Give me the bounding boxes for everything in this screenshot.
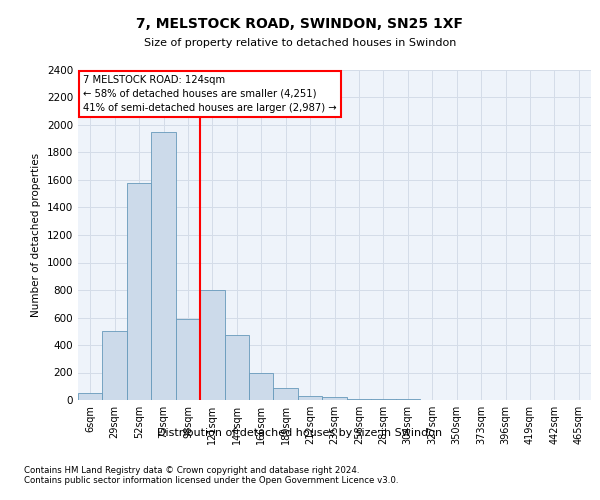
Bar <box>103 331 127 400</box>
Bar <box>322 396 347 400</box>
Text: 7, MELSTOCK ROAD, SWINDON, SN25 1XF: 7, MELSTOCK ROAD, SWINDON, SN25 1XF <box>137 18 464 32</box>
Bar <box>224 336 249 400</box>
Bar <box>274 388 298 400</box>
Bar <box>151 132 176 400</box>
Bar <box>200 290 224 400</box>
Bar <box>298 396 322 400</box>
Y-axis label: Number of detached properties: Number of detached properties <box>31 153 41 317</box>
Text: Distribution of detached houses by size in Swindon: Distribution of detached houses by size … <box>157 428 443 438</box>
Text: Contains public sector information licensed under the Open Government Licence v3: Contains public sector information licen… <box>24 476 398 485</box>
Bar <box>127 182 151 400</box>
Text: Size of property relative to detached houses in Swindon: Size of property relative to detached ho… <box>144 38 456 48</box>
Bar <box>176 319 200 400</box>
Text: 7 MELSTOCK ROAD: 124sqm
← 58% of detached houses are smaller (4,251)
41% of semi: 7 MELSTOCK ROAD: 124sqm ← 58% of detache… <box>83 75 337 113</box>
Bar <box>249 372 274 400</box>
Bar <box>78 393 103 400</box>
Text: Contains HM Land Registry data © Crown copyright and database right 2024.: Contains HM Land Registry data © Crown c… <box>24 466 359 475</box>
